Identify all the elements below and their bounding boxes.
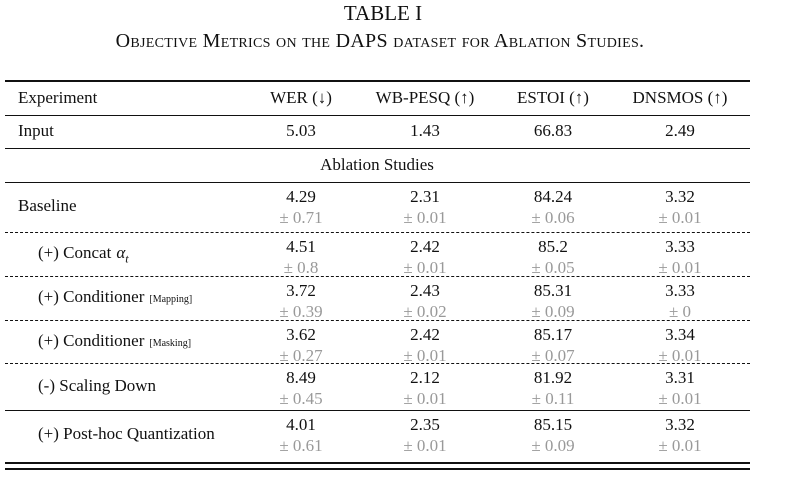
top-rule: [5, 80, 750, 82]
label-note: [Mapping]: [149, 294, 193, 305]
cell-mean: 2.42: [410, 325, 440, 344]
row-label: Input: [18, 121, 54, 140]
row-label: (+) Conditioner [Mapping]: [38, 287, 192, 310]
cell-value: 66.83: [533, 121, 573, 140]
cell-mean: 2.42: [410, 237, 440, 256]
cell-std: ± 0.71: [279, 208, 323, 227]
table-number: TABLE I: [343, 1, 423, 25]
cell-std: ± 0.39: [279, 302, 323, 321]
cell-std: ± 0.01: [658, 436, 702, 455]
label-subscript: t: [125, 251, 129, 266]
cell-mean: 85.2: [538, 237, 568, 256]
cell-mean: 3.32: [665, 187, 695, 206]
cell-mean: 4.01: [286, 415, 316, 434]
cell-std: ± 0.01: [403, 436, 447, 455]
label-note: [Masking]: [149, 337, 192, 349]
cell-mean: 3.62: [286, 325, 316, 344]
label-text: (-) Scaling Down: [38, 375, 157, 395]
cell-std: ± 0.61: [279, 436, 323, 455]
cell-std: ± 0.11: [531, 389, 575, 408]
cell-mean: 3.34: [665, 325, 695, 344]
row-label: Baseline: [18, 196, 77, 216]
cell-std: ± 0.07: [531, 346, 575, 365]
cell-std: ± 0.09: [531, 302, 575, 321]
column-header: WB-PESQ (↑): [375, 88, 475, 107]
label-text: (+) Conditioner: [38, 287, 145, 306]
cell-mean: 4.51: [286, 237, 316, 256]
cell-std: ± 0.45: [279, 389, 323, 408]
cell-std: ± 0.01: [658, 208, 702, 227]
cell-std: ± 0.01: [658, 258, 702, 277]
label-text: (+) Concat: [38, 243, 112, 262]
cell-mean: 2.35: [410, 415, 440, 434]
dashed-rule: [5, 363, 750, 364]
cell-mean: 85.15: [533, 415, 573, 434]
cell-std: ± 0.06: [531, 208, 575, 227]
cell-std: ± 0.27: [279, 346, 323, 365]
cell-value: 2.49: [665, 121, 695, 140]
cell-mean: 3.32: [665, 415, 695, 434]
column-header: DNSMOS (↑): [632, 88, 728, 107]
row-label: (+) Conditioner [Masking]: [38, 331, 191, 354]
cell-std: ± 0.01: [403, 389, 447, 408]
cell-mean: 3.72: [286, 281, 316, 300]
cell-std: ± 0.01: [403, 258, 447, 277]
label-text: (+) Conditioner: [38, 330, 145, 350]
cell-std: ± 0.09: [531, 436, 575, 455]
cell-std: ± 0.01: [658, 389, 702, 408]
row-label: (+) Concat αt: [38, 243, 129, 268]
cell-mean: 8.49: [286, 368, 316, 387]
dashed-rule: [5, 320, 750, 321]
cell-std: ± 0.8: [283, 258, 319, 277]
cell-value: 5.03: [286, 121, 316, 140]
rule: [5, 115, 750, 116]
rule: [5, 182, 750, 183]
cell-value: 1.43: [410, 121, 440, 140]
cell-std: ± 0.01: [658, 346, 702, 365]
cell-mean: 84.24: [533, 187, 573, 206]
row-label: (-) Scaling Down: [38, 376, 156, 396]
table-caption: Objective Metrics on the DAPS dataset fo…: [115, 30, 645, 52]
dashed-rule: [5, 276, 750, 277]
cell-mean: 3.33: [665, 237, 695, 256]
cell-mean: 85.17: [533, 325, 573, 344]
cell-mean: 85.31: [533, 281, 573, 300]
column-header: Experiment: [18, 88, 98, 107]
label-text: (+) Post-hoc Quantization: [38, 424, 215, 443]
rule: [5, 410, 750, 411]
cell-mean: 3.33: [665, 281, 695, 300]
cell-mean: 81.92: [533, 368, 573, 387]
cell-mean: 4.29: [286, 187, 316, 206]
bottom-rule: [5, 462, 750, 464]
cell-mean: 2.31: [410, 187, 440, 206]
dashed-rule: [5, 232, 750, 233]
rule: [5, 148, 750, 149]
column-header: ESTOI (↑): [517, 88, 589, 107]
section-header: Ablation Studies: [320, 155, 434, 174]
label-math: α: [116, 243, 126, 262]
column-header: WER (↓): [270, 88, 332, 107]
cell-std: ± 0.01: [403, 346, 447, 365]
cell-mean: 2.43: [410, 281, 440, 300]
row-label: (+) Post-hoc Quantization: [38, 424, 215, 444]
cell-std: ± 0.01: [403, 208, 447, 227]
cell-std: ± 0.05: [531, 258, 575, 277]
cell-mean: 3.31: [665, 368, 695, 387]
cell-std: ± 0: [668, 302, 692, 321]
cell-std: ± 0.02: [403, 302, 447, 321]
label-text: Baseline: [18, 196, 77, 215]
cell-mean: 2.12: [410, 368, 440, 387]
bottom-rule: [5, 468, 750, 470]
